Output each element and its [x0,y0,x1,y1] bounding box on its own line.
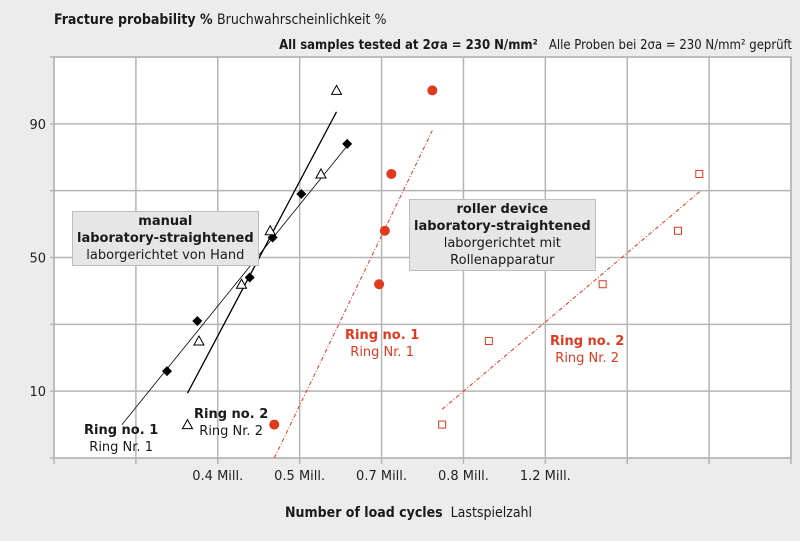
data-point-diamond [296,189,307,200]
title-en: Fracture probability % [54,12,213,28]
ring2-red-label: Ring no. 2 Ring Nr. 2 [550,333,624,367]
y-tick-label: 50 [29,252,46,267]
roller-box-line: roller device [456,202,549,217]
xlabel-en: Number of load cycles [285,505,443,521]
data-point-circle [379,225,390,236]
y-tick-label: 10 [29,385,46,400]
label-line: Ring no. 1 [84,423,159,438]
x-axis-label: Number of load cycles Lastspielzahl [285,505,532,521]
fit-line [186,111,338,394]
data-point-diamond [192,315,203,326]
chart-title: Fracture probability % Bruchwahrscheinli… [54,12,386,28]
data-point-triangle [193,335,205,346]
label-line: Ring Nr. 1 [89,440,153,455]
data-point-square [673,226,682,235]
roller-box-line: laboratory-straightened [414,219,591,234]
data-point-circle [269,419,280,430]
fit-line [121,143,350,425]
data-point-diamond [342,138,353,149]
data-point-circle [386,168,397,179]
data-point-triangle [181,418,194,430]
data-point-square [484,337,493,346]
manual-box-line: manual [138,214,193,229]
x-tick-label: 0.4 Mill. [192,469,243,484]
roller-annotation-box: roller device laboratory-straightened la… [409,199,596,271]
label-line: Ring no. 2 [194,407,269,422]
manual-box-line: laboratory-straightened [77,231,254,246]
data-point-circle [427,85,438,96]
data-point-circle [374,279,385,290]
data-point-square [598,280,607,289]
manual-annotation-box: manual laboratory-straightened laborgeri… [72,211,259,266]
manual-box-line: laborgerichtet von Hand [86,248,245,263]
roller-box-line: Rollenapparatur [450,253,555,268]
ring1-red-label: Ring no. 1 Ring Nr. 1 [345,327,419,361]
x-tick-label: 0.5 Mill. [274,469,325,484]
data-point-triangle [330,84,343,95]
data-point-square [695,169,704,178]
roller-box-line: laborgerichtet mit [443,236,561,251]
xlabel-de: Lastspielzahl [450,505,533,521]
label-line: Ring Nr. 1 [350,345,414,360]
x-tick-label: 1.2 Mill. [520,469,571,484]
title-de: Bruchwahrscheinlichkeit % [217,12,387,28]
y-tick-label: 90 [29,118,46,133]
data-point-square [438,420,447,429]
subtitle-de: Alle Proben bei 2σa = 230 N/mm² geprüft [548,38,792,53]
ring2-black-label: Ring no. 2 Ring Nr. 2 [194,406,268,440]
fit-line [273,130,433,459]
x-tick-label: 0.7 Mill. [356,469,407,484]
data-point-triangle [235,278,248,289]
ring1-black-label: Ring no. 1 Ring Nr. 1 [84,422,158,456]
label-line: Ring no. 1 [345,328,420,343]
subtitle-en: All samples tested at 2σa = 230 N/mm² [279,38,538,53]
data-point-triangle [264,224,277,236]
fit-line [441,190,702,410]
x-tick-label: 0.8 Mill. [438,469,489,484]
label-line: Ring no. 2 [550,334,625,349]
label-line: Ring Nr. 2 [555,351,619,366]
data-point-triangle [315,167,327,179]
data-point-diamond [162,366,173,377]
label-line: Ring Nr. 2 [199,424,263,439]
chart-subtitle: All samples tested at 2σa = 230 N/mm² Al… [279,38,792,53]
